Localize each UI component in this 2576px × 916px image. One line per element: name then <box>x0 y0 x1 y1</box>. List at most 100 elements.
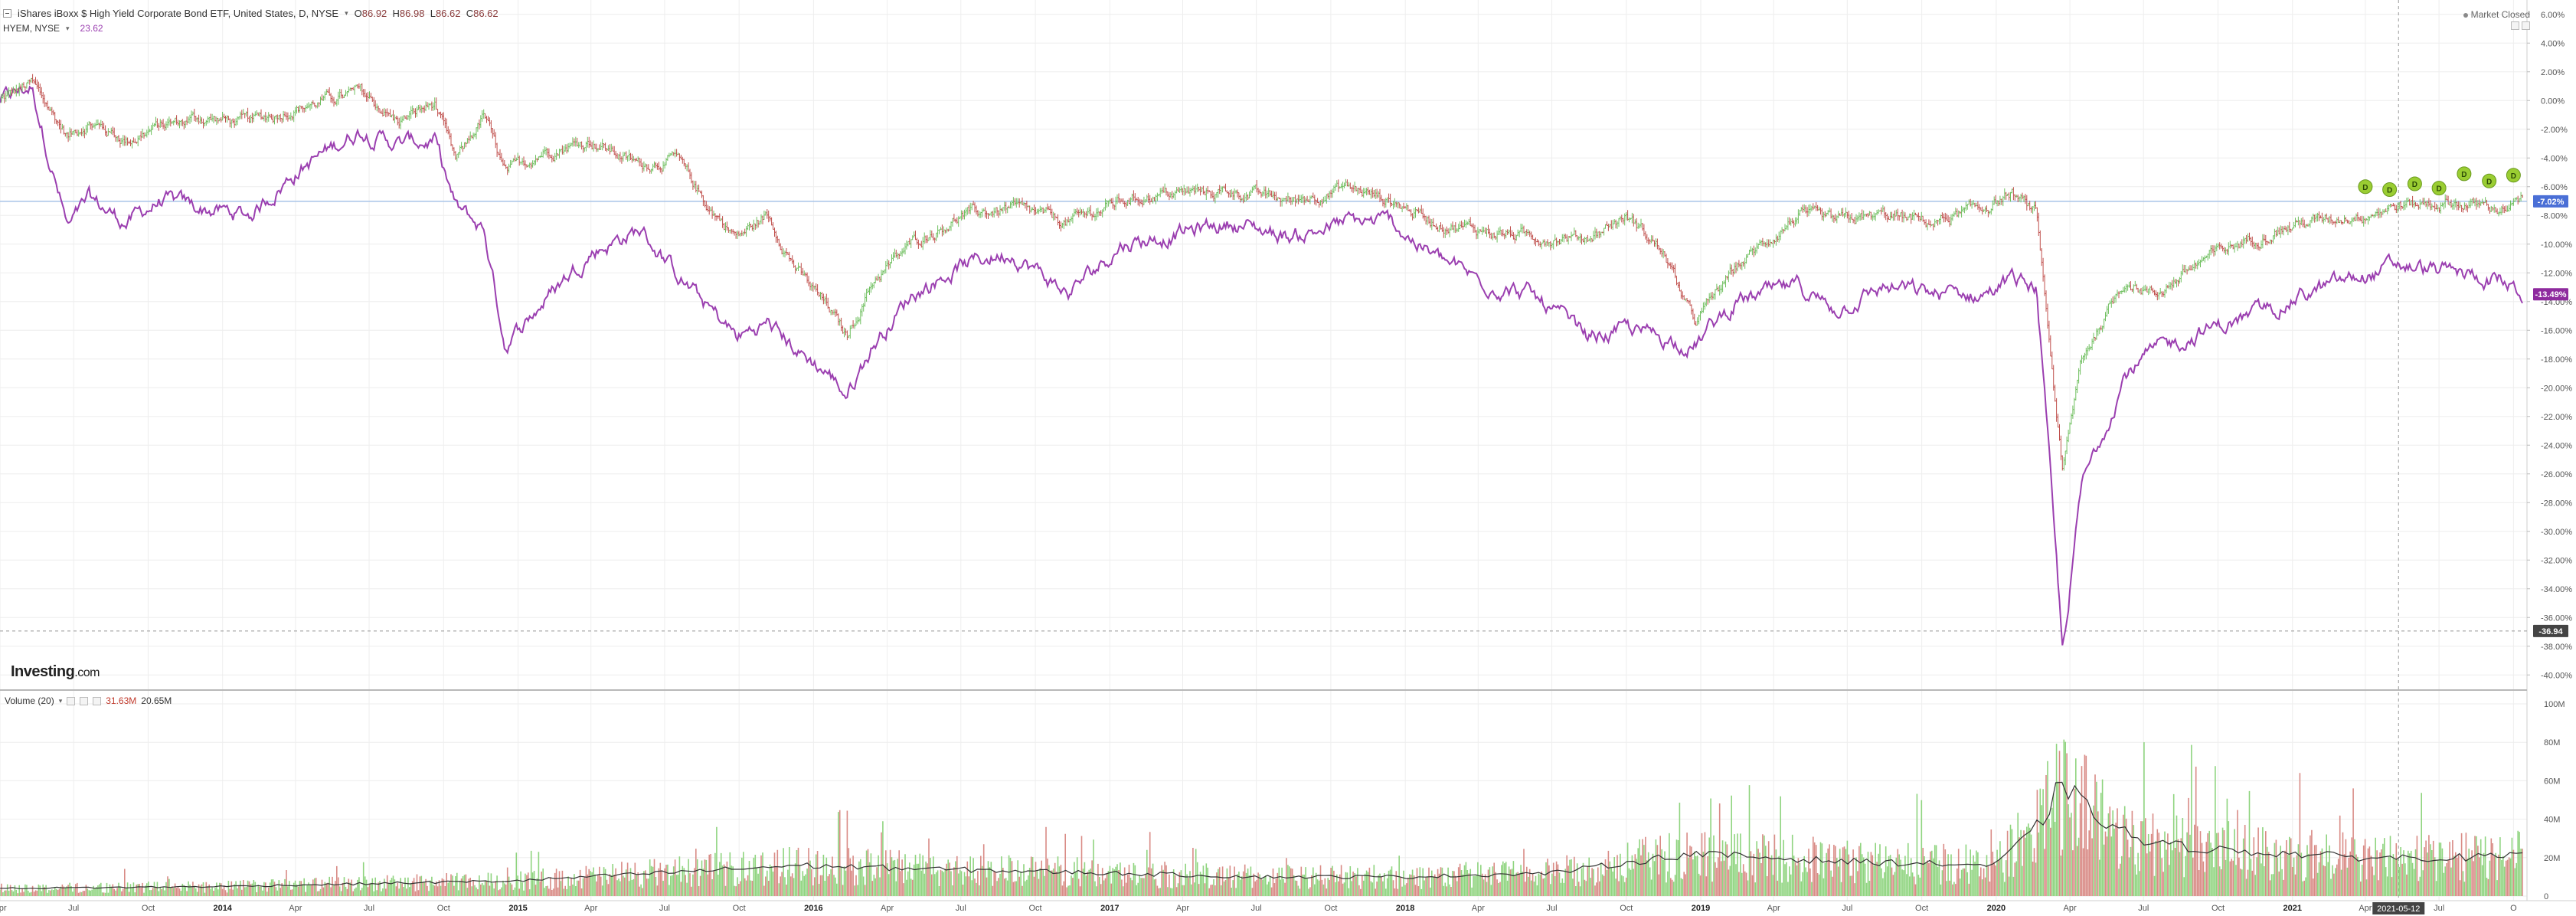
dividend-marker[interactable]: D <box>2358 179 2373 195</box>
volume-tick-label: 60M <box>2544 777 2560 786</box>
price-tick-label: -38.00% <box>2541 643 2572 652</box>
dividend-marker-label: D <box>2461 171 2466 179</box>
time-tick-label: 2016 <box>804 904 822 913</box>
time-tick-label: Apr <box>0 904 7 913</box>
time-tick-label: Jul <box>68 904 79 913</box>
price-tick-label: 4.00% <box>2541 39 2565 48</box>
crosshair <box>0 0 2527 901</box>
time-tick-label: Apr <box>2359 904 2372 913</box>
open-label: O <box>354 8 362 19</box>
brand-suffix: .com <box>74 666 100 679</box>
time-tick-label: Apr <box>289 904 302 913</box>
time-grid <box>0 0 2514 901</box>
crosshair-date-badge-text: 2021-05-12 <box>2377 905 2420 914</box>
hyem-last-value-badge-bg <box>2533 288 2568 301</box>
hyem-last-value-badge-text: -13.49% <box>2535 290 2567 299</box>
dividend-marker[interactable]: D <box>2482 173 2497 188</box>
time-tick-label: Jul <box>2138 904 2149 913</box>
time-tick-label: Jul <box>2434 904 2444 913</box>
volume-up-bars <box>0 739 2522 896</box>
price-tick-label: -16.00% <box>2541 326 2572 335</box>
dividend-marker-circle <box>2382 182 2398 197</box>
hyg-up-bars <box>0 77 2522 471</box>
price-tick-label: -10.00% <box>2541 240 2572 250</box>
time-tick-label: Apr <box>584 904 597 913</box>
market-status: Market Closed <box>2463 9 2530 20</box>
pane-buttons <box>2511 21 2530 30</box>
price-tick-label: -22.00% <box>2541 413 2572 422</box>
dividend-marker[interactable]: D <box>2407 176 2422 191</box>
time-tick-label: Jul <box>1546 904 1557 913</box>
dividend-marker-label: D <box>2486 178 2492 186</box>
crosshair-price-badge-text: -36.94 <box>2538 627 2563 636</box>
time-tick-label: O <box>2510 904 2517 913</box>
volume-ma-line <box>0 781 2523 890</box>
price-tick-label: -32.00% <box>2541 556 2572 565</box>
time-tick-label: Oct <box>142 904 155 913</box>
pane-settings-button[interactable] <box>2522 21 2530 30</box>
time-tick-label: Jul <box>1251 904 1262 913</box>
dividend-marker-circle <box>2407 176 2422 191</box>
dividend-marker-circle <box>2457 166 2472 182</box>
dividend-markers[interactable]: D D D D D D D <box>2358 166 2521 197</box>
symbol-title[interactable]: iShares iBoxx $ High Yield Corporate Bon… <box>18 8 339 19</box>
dividend-marker[interactable]: D <box>2382 182 2398 197</box>
price-tick-label: -28.00% <box>2541 499 2572 508</box>
price-tick-label: -6.00% <box>2541 183 2568 192</box>
price-tick-label: 6.00% <box>2541 11 2565 20</box>
series-hyem-line <box>0 85 2523 646</box>
indicator-remove-button[interactable] <box>93 696 102 705</box>
maximize-pane-button[interactable] <box>2511 21 2519 30</box>
price-tick-label: -20.00% <box>2541 384 2572 393</box>
volume-down-bars <box>1 751 2523 896</box>
time-tick-label: Jul <box>1842 904 1852 913</box>
volume-legend: Volume (20) ▾ 31.63M 20.65M <box>5 695 172 706</box>
dividend-marker[interactable]: D <box>2431 181 2447 196</box>
crosshair-price-badge-bg <box>2533 624 2568 637</box>
volume-axis[interactable]: 100M 80M 60M 40M 20M 0 <box>2544 700 2565 901</box>
indicator-settings-button[interactable] <box>80 696 89 705</box>
time-tick-label: Jul <box>659 904 670 913</box>
dividend-marker[interactable]: D <box>2457 166 2472 182</box>
hyg-last-value-badge-text: -7.02% <box>2538 198 2565 207</box>
last-value-badges: -7.02% -13.49% -36.94 2021-05-12 <box>2372 195 2568 914</box>
time-tick-label: Apr <box>881 904 894 913</box>
compare-symbol[interactable]: HYEM, NYSE <box>3 23 60 34</box>
dividend-marker-label: D <box>2436 185 2441 194</box>
volume-indicator-label[interactable]: Volume (20) <box>5 695 54 706</box>
volume-ma-value: 20.65M <box>141 695 172 706</box>
chevron-down-icon[interactable]: ▾ <box>66 24 70 32</box>
dividend-marker-label: D <box>2387 187 2392 195</box>
time-tick-label: Apr <box>1472 904 1485 913</box>
chevron-down-icon[interactable]: ▾ <box>58 696 63 705</box>
dividend-marker-label: D <box>2362 184 2368 192</box>
time-tick-label: 2015 <box>508 904 527 913</box>
collapse-legend-button[interactable] <box>3 9 11 18</box>
brand-name: Investing <box>11 663 75 680</box>
open-value: 86.92 <box>361 8 387 19</box>
time-tick-label: Oct <box>733 904 746 913</box>
crosshair-date-badge: 2021-05-12 <box>2372 902 2425 914</box>
time-axis[interactable]: Apr Jul Oct 2014 Apr Jul Oct 2015 Apr Jul Oct 2016 A… <box>0 904 2517 913</box>
price-tick-label: -34.00% <box>2541 585 2572 594</box>
high-label: H <box>392 8 400 19</box>
dividend-marker-label: D <box>2412 181 2417 189</box>
hyg-last-value-badge: -7.02% <box>2533 195 2568 208</box>
crosshair-date-badge-bg <box>2372 902 2425 914</box>
price-tick-label: -40.00% <box>2541 671 2572 680</box>
volume-bars <box>0 739 2523 896</box>
series-hyg-bars <box>0 74 2523 471</box>
price-tick-label: -4.00% <box>2541 154 2568 163</box>
low-label: L <box>430 8 436 19</box>
chevron-down-icon[interactable]: ▾ <box>345 9 348 17</box>
volume-tick-label: 100M <box>2544 700 2565 709</box>
dividend-marker-label: D <box>2511 172 2516 181</box>
time-tick-label: 2018 <box>1396 904 1414 913</box>
indicator-visibility-button[interactable] <box>67 696 76 705</box>
volume-tick-label: 40M <box>2544 816 2560 825</box>
dividend-marker[interactable]: D <box>2506 168 2521 183</box>
price-axis[interactable]: 6.00% 4.00% 2.00% 0.00% -2.00% -4.00% -6.00% -8… <box>2527 11 2572 681</box>
dividend-marker-circle <box>2482 173 2497 188</box>
time-tick-label: Oct <box>1324 904 1337 913</box>
